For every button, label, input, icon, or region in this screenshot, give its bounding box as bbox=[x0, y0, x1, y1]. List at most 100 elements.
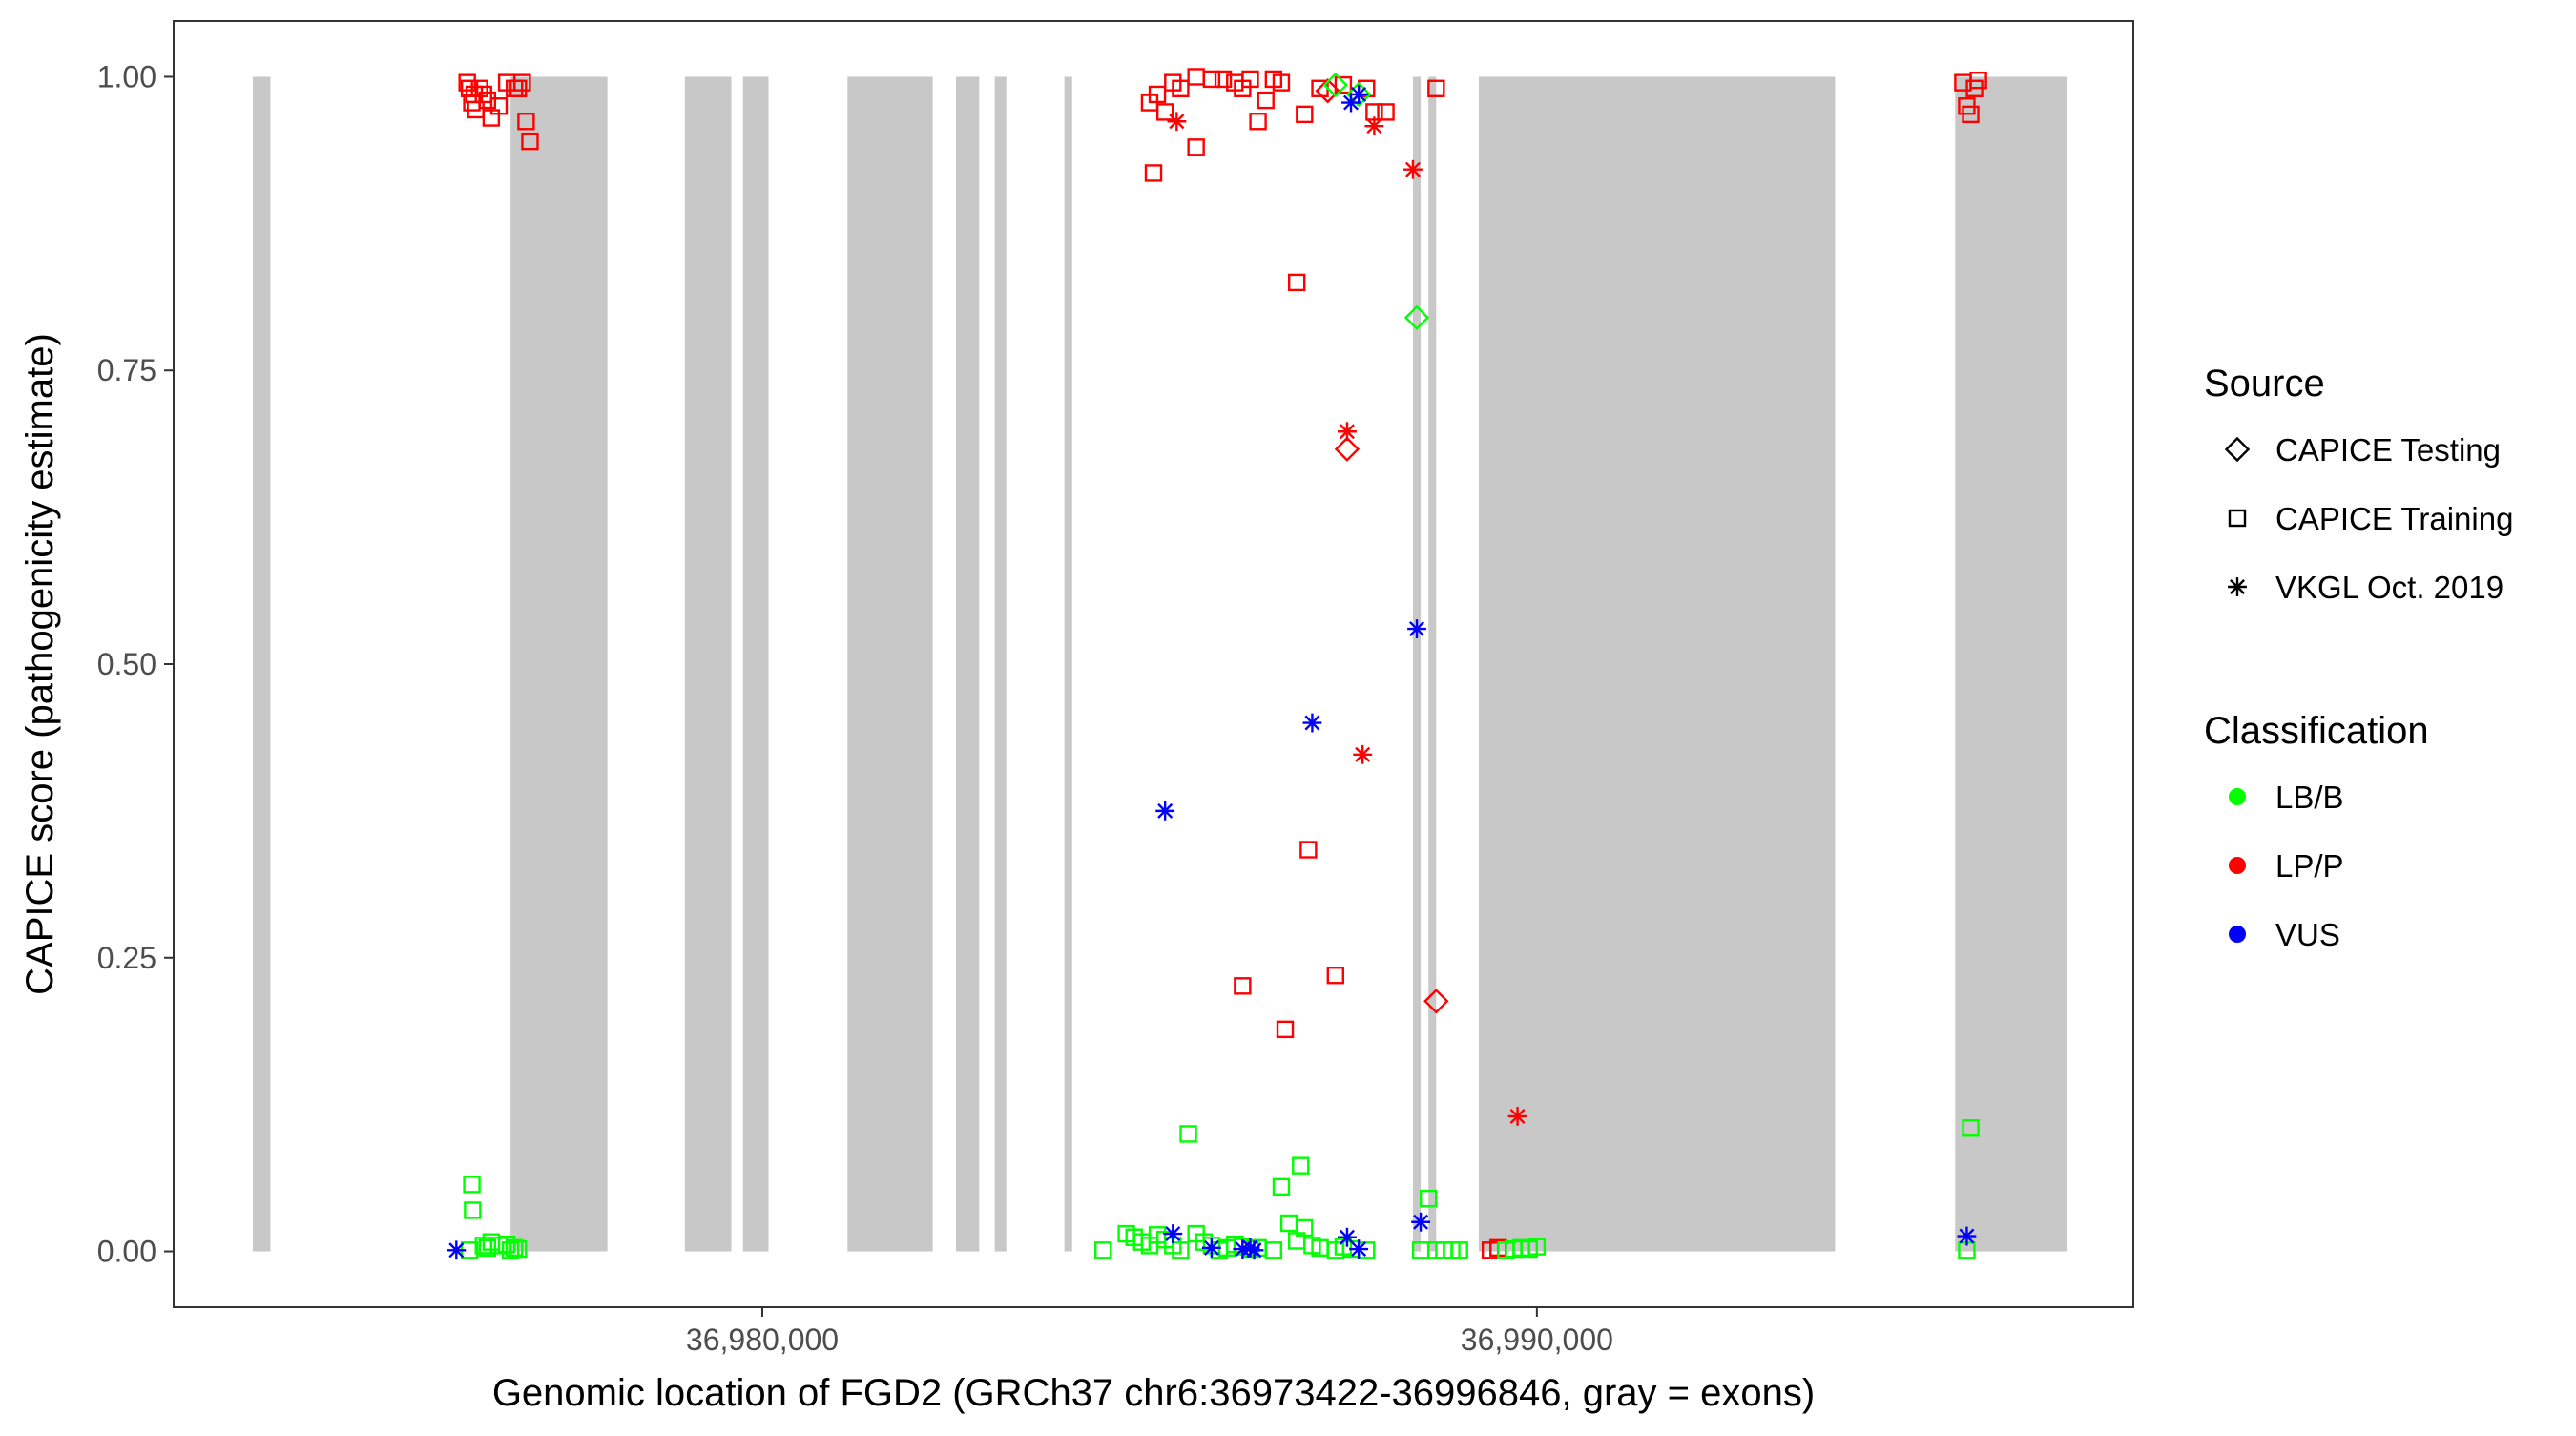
exon-band-12 bbox=[1955, 76, 2067, 1252]
data-point-s2-32 bbox=[1296, 1218, 1314, 1238]
legend-class-label-2: LP/P bbox=[2275, 848, 2344, 884]
data-point-s4-2 bbox=[1403, 304, 1430, 331]
data-point-s2-53 bbox=[1527, 1238, 1547, 1256]
legend-source-label-3: VKGL Oct. 2019 bbox=[2275, 570, 2503, 605]
data-point-s6-2-stroke-4 bbox=[1157, 802, 1174, 819]
data-point-s6-14-stroke-4 bbox=[1413, 1214, 1429, 1230]
exon-band-11 bbox=[1478, 76, 1836, 1252]
data-point-s2-40 bbox=[1179, 1125, 1197, 1143]
data-point-s1-45 bbox=[1276, 1020, 1295, 1039]
data-point-s6-12-stroke-4 bbox=[1351, 1241, 1367, 1258]
data-point-s6-15-stroke-4 bbox=[1959, 1228, 1975, 1244]
y-tick-label-4: 0.75 bbox=[97, 353, 156, 387]
y-tick-label-3: 0.50 bbox=[97, 647, 156, 681]
data-point-s4-1 bbox=[1322, 72, 1349, 98]
data-point-s5-4 bbox=[1403, 159, 1423, 179]
data-point-s1-52 bbox=[1969, 71, 1987, 90]
x-tick-label-2: 36,990,000 bbox=[1461, 1322, 1613, 1357]
data-point-s1-41 bbox=[1287, 273, 1306, 292]
legend: Source CAPICE Testing CAPICE Training VKGL… bbox=[2204, 363, 2513, 952]
legend-source-label-1: CAPICE Testing bbox=[2275, 432, 2501, 468]
data-point-s5-2 bbox=[1338, 422, 1357, 442]
data-point-s3-2 bbox=[1334, 436, 1361, 462]
data-point-s4-3 bbox=[1345, 81, 1372, 108]
data-point-s5-5-stroke-4 bbox=[1509, 1108, 1526, 1124]
data-point-s1-37 bbox=[1377, 103, 1395, 121]
data-point-s1-44 bbox=[1234, 977, 1252, 995]
data-point-s6-11 bbox=[1338, 1227, 1357, 1247]
data-point-s1-14 bbox=[513, 73, 531, 92]
legend-source-key-3-stroke-4 bbox=[2230, 579, 2245, 594]
data-point-s1-31 bbox=[1272, 73, 1291, 92]
data-point-s6-10 bbox=[1349, 85, 1369, 104]
y-axis-title: CAPICE score (pathogenicity estimate) bbox=[19, 333, 61, 995]
data-point-s5-6 bbox=[1364, 116, 1384, 136]
data-point-s3-1 bbox=[1315, 78, 1340, 104]
data-point-s6-13 bbox=[1407, 619, 1426, 638]
data-point-s6-11-stroke-4 bbox=[1339, 1229, 1355, 1245]
data-point-s5-3 bbox=[1353, 744, 1373, 764]
legend-source-key-1 bbox=[2224, 436, 2251, 463]
data-point-s2-43 bbox=[1420, 1189, 1438, 1208]
data-point-s1-16 bbox=[521, 132, 539, 151]
data-point-s1-7 bbox=[474, 85, 492, 104]
series-vkgl-oct-2019-vus bbox=[447, 85, 1977, 1260]
data-point-s1-18 bbox=[1148, 85, 1167, 104]
y-tick-label-2: 0.25 bbox=[97, 941, 156, 975]
data-point-s2-29 bbox=[1264, 1241, 1283, 1259]
y-tick-label-1: 0.00 bbox=[97, 1235, 156, 1269]
exon-band-2 bbox=[510, 76, 608, 1252]
data-point-s1-50 bbox=[1962, 105, 1980, 124]
data-point-s6-3 bbox=[1163, 1224, 1183, 1243]
data-point-s2-41 bbox=[1272, 1177, 1291, 1197]
data-point-s1-39 bbox=[1144, 164, 1163, 182]
legend-source-title: Source bbox=[2204, 363, 2325, 405]
exon-band-9 bbox=[1412, 76, 1422, 1252]
data-point-s6-8-stroke-4 bbox=[1304, 715, 1320, 731]
data-point-s2-19 bbox=[1172, 1241, 1190, 1259]
series-capice-testing-lp-p bbox=[1315, 78, 1449, 1014]
legend-source-entries: CAPICE Testing CAPICE Training VKGL Oct. 2… bbox=[2224, 432, 2513, 605]
data-point-s6-10-stroke-4 bbox=[1351, 86, 1367, 102]
exon-band-6 bbox=[955, 76, 980, 1252]
data-point-s3-3 bbox=[1423, 989, 1449, 1014]
exon-band-4 bbox=[742, 76, 769, 1252]
data-point-s1-2 bbox=[460, 79, 479, 97]
data-point-s6-12 bbox=[1349, 1239, 1369, 1259]
exon-band-layer bbox=[252, 76, 2067, 1252]
data-point-s6-4 bbox=[1201, 1238, 1221, 1258]
exon-band-5 bbox=[847, 76, 933, 1252]
legend-class-entries: LB/B LP/P VUS bbox=[2229, 780, 2344, 952]
series-capice-training-lp-p bbox=[458, 68, 1987, 1259]
legend-class-key-1 bbox=[2229, 788, 2246, 805]
data-point-s2-39 bbox=[1094, 1241, 1112, 1259]
data-point-s5-6-stroke-4 bbox=[1366, 118, 1382, 135]
data-point-s6-1 bbox=[447, 1240, 467, 1260]
data-point-s1-40 bbox=[1187, 138, 1205, 156]
data-point-s1-43 bbox=[1326, 967, 1344, 985]
data-point-s1-38 bbox=[1427, 79, 1445, 97]
data-point-s2-5 bbox=[478, 1238, 497, 1258]
data-point-s6-14 bbox=[1411, 1212, 1431, 1232]
x-axis-title: Genomic location of FGD2 (GRCh37 chr6:36… bbox=[492, 1372, 1815, 1414]
exon-band-7 bbox=[994, 76, 1007, 1252]
x-tick-label-1: 36,980,000 bbox=[686, 1322, 839, 1357]
data-point-s5-1 bbox=[1167, 112, 1187, 132]
data-point-s6-15 bbox=[1957, 1226, 1977, 1246]
exon-band-10 bbox=[1428, 76, 1437, 1252]
data-point-s1-29 bbox=[1257, 91, 1275, 110]
legend-source-key-2 bbox=[2228, 509, 2247, 528]
data-point-s1-24 bbox=[1214, 70, 1233, 89]
exon-band-3 bbox=[684, 76, 732, 1252]
data-point-s1-8 bbox=[478, 91, 497, 110]
exon-band-1 bbox=[252, 76, 271, 1252]
y-tick-label-5: 1.00 bbox=[97, 59, 156, 94]
exon-band-8 bbox=[1064, 76, 1072, 1252]
legend-source-label-2: CAPICE Training bbox=[2275, 501, 2513, 536]
data-point-s1-21 bbox=[1172, 79, 1190, 97]
data-point-s2-10 bbox=[506, 1238, 524, 1258]
data-point-s6-13-stroke-4 bbox=[1409, 621, 1425, 637]
series-vkgl-oct-2019-lp-p bbox=[1167, 112, 1527, 1126]
legend-classification-title: Classification bbox=[2204, 710, 2429, 752]
